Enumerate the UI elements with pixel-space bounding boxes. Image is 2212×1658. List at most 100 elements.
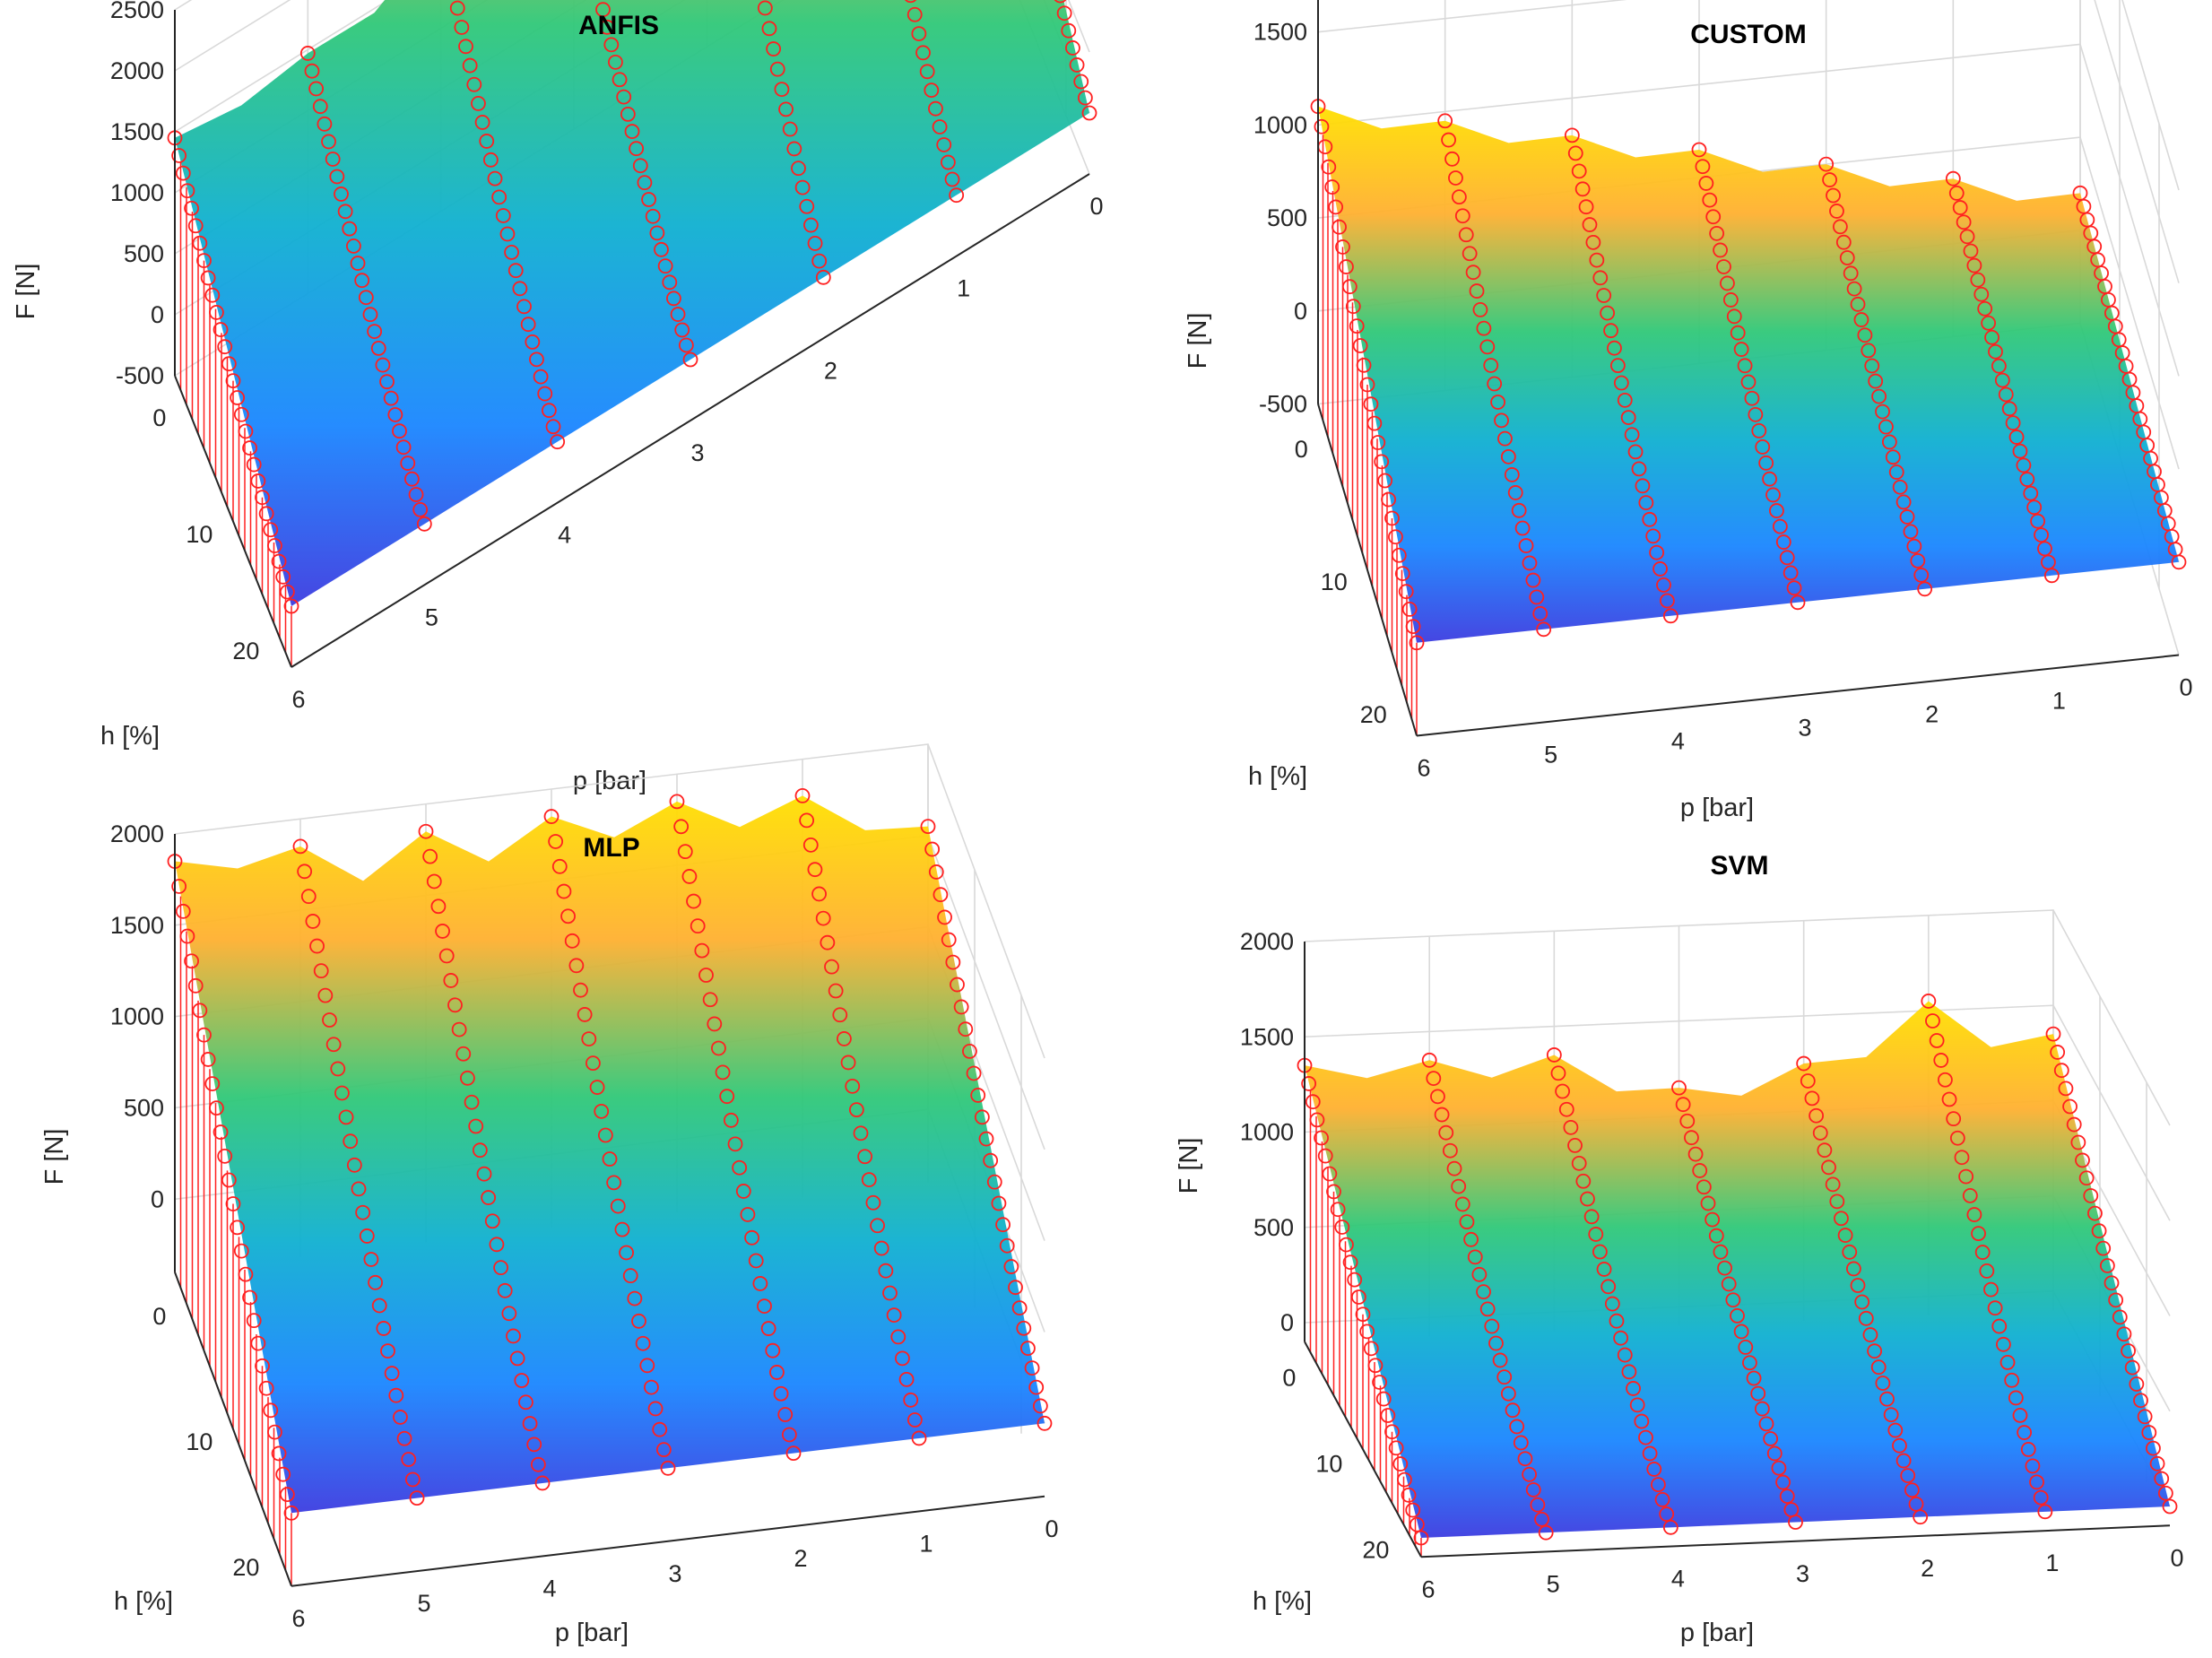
data-point <box>1662 608 1679 624</box>
data-point <box>915 45 931 61</box>
data-point <box>2154 1471 2170 1487</box>
p-tick-label: 6 <box>1421 1576 1435 1602</box>
data-point <box>612 72 628 88</box>
data-point <box>1638 495 1654 511</box>
data-point <box>2019 472 2035 487</box>
data-point <box>1600 305 1616 321</box>
data-point <box>848 1102 864 1118</box>
data-point <box>1607 340 1622 356</box>
data-point <box>632 158 648 174</box>
data-point <box>1016 1320 1032 1336</box>
chart-title: MLP <box>583 833 639 863</box>
h-tick-label: 10 <box>1321 569 1348 595</box>
data-point <box>271 553 287 569</box>
data-point <box>2058 1081 2074 1097</box>
data-point <box>192 1003 208 1019</box>
series-p-2 <box>1796 1055 1929 1525</box>
z-tick-label: 0 <box>151 301 164 328</box>
data-point <box>1558 1101 1574 1117</box>
data-point <box>1600 1279 1617 1295</box>
h-axis <box>174 1272 292 1587</box>
data-point <box>250 473 266 489</box>
data-point <box>1691 142 1707 158</box>
data-point <box>1981 315 1997 331</box>
data-point <box>534 1475 551 1491</box>
data-point <box>1032 1398 1048 1414</box>
data-point <box>233 406 249 422</box>
data-point <box>175 903 191 919</box>
data-point <box>1763 1431 1779 1446</box>
data-point <box>1885 449 1901 465</box>
data-point <box>1409 1516 1425 1532</box>
data-point <box>1771 1460 1787 1476</box>
data-point <box>1588 1227 1604 1242</box>
data-point <box>610 1198 626 1214</box>
p-axis <box>291 1495 1045 1587</box>
data-point <box>1966 1207 1982 1222</box>
p-tick-label: 4 <box>1671 1566 1685 1593</box>
data-point <box>297 864 313 880</box>
h-tick-label: 10 <box>186 1428 213 1455</box>
data-point <box>740 1207 756 1222</box>
data-point <box>670 307 686 322</box>
data-point <box>504 244 519 260</box>
data-point <box>1345 299 1361 315</box>
data-point <box>1567 1137 1583 1153</box>
data-point <box>1582 217 1598 232</box>
data-point <box>2087 1205 2103 1221</box>
data-point <box>375 357 391 373</box>
data-point <box>1788 1515 1803 1530</box>
data-point <box>1994 372 2010 388</box>
data-point <box>1617 1347 1633 1363</box>
data-point <box>577 1007 593 1022</box>
data-point <box>966 1065 982 1081</box>
data-point <box>1500 448 1516 464</box>
data-point <box>460 1070 475 1086</box>
data-point <box>1956 214 1972 230</box>
surface <box>1305 1001 2170 1538</box>
data-point <box>516 299 532 315</box>
data-point <box>1996 1336 2011 1352</box>
data-point <box>449 0 465 16</box>
data-point <box>1733 1324 1749 1340</box>
data-point <box>430 898 447 915</box>
data-point <box>655 1442 672 1458</box>
data-point <box>1925 1013 1940 1029</box>
data-point <box>337 204 353 220</box>
data-point <box>346 1157 362 1173</box>
data-point <box>1073 74 1089 90</box>
data-point <box>499 226 516 242</box>
data-point <box>1442 1142 1458 1159</box>
z-tick-label: 1500 <box>1240 1023 1294 1050</box>
data-point <box>380 1343 395 1359</box>
data-point <box>937 909 952 925</box>
data-point <box>530 1456 546 1472</box>
z-tick-label: -500 <box>1259 391 1307 418</box>
data-point <box>791 161 806 177</box>
data-point <box>317 116 333 132</box>
data-point <box>1651 1477 1666 1493</box>
series-p-2 <box>669 794 802 1462</box>
data-point <box>1825 1176 1841 1193</box>
data-point <box>292 838 308 855</box>
data-point <box>370 340 386 356</box>
data-point <box>1826 187 1841 204</box>
data-point <box>1317 1148 1333 1164</box>
data-point <box>200 1052 216 1067</box>
data-point <box>1363 396 1379 412</box>
data-point <box>1933 1053 1949 1068</box>
data-point <box>1835 234 1852 250</box>
data-point <box>1610 358 1626 374</box>
data-point <box>438 948 455 964</box>
z-tick-label: 1500 <box>110 118 164 145</box>
data-point <box>388 1387 404 1403</box>
data-point <box>551 858 568 874</box>
data-point <box>304 63 320 79</box>
data-point <box>886 1307 902 1324</box>
data-point <box>2121 1343 2136 1359</box>
data-point <box>1684 1130 1699 1146</box>
data-point <box>803 217 819 233</box>
data-point <box>748 1253 764 1269</box>
data-point <box>983 1152 999 1168</box>
